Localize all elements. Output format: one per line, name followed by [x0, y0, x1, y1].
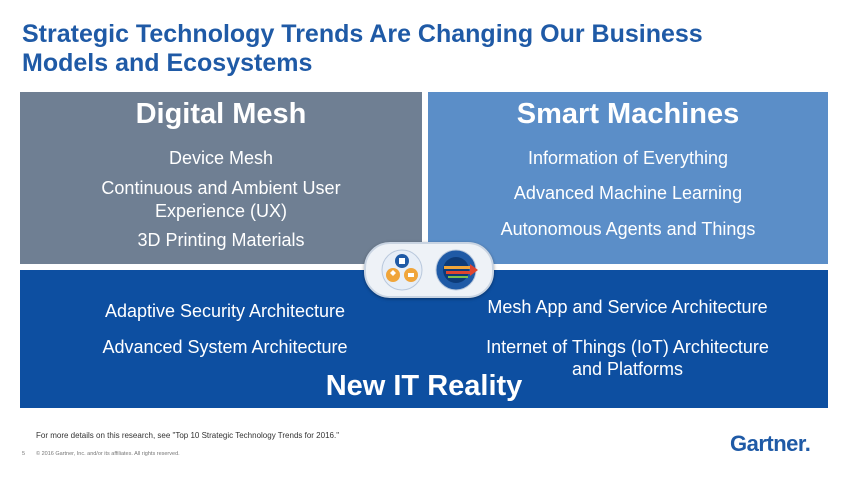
gartner-logo: Gartner. [730, 431, 811, 456]
smart-machines-item-information: Information of Everything [527, 148, 729, 168]
smart-machines-item-autonomous: Autonomous Agents and Things [500, 219, 756, 239]
digital-mesh-heading: Digital Mesh [135, 98, 307, 130]
new-it-item-advanced-system: Advanced System Architecture [102, 337, 348, 357]
new-it-item-iot-line-1: Internet of Things (IoT) Architecture [486, 337, 769, 357]
digital-mesh-panel: Digital Mesh Device Mesh Continuous and … [20, 92, 422, 264]
copyright-notice: © 2016 Gartner, Inc. and/or its affiliat… [36, 451, 180, 457]
digital-mesh-item-ux-line-1: Continuous and Ambient User [101, 178, 341, 198]
new-it-reality-heading: New IT Reality [325, 370, 523, 402]
smart-machines-panel: Smart Machines Information of Everything… [428, 92, 828, 264]
new-it-item-adaptive-security: Adaptive Security Architecture [104, 301, 346, 321]
slide-title: Strategic Technology Trends Are Changing… [22, 20, 822, 78]
digital-mesh-item-ux-line-2: Experience (UX) [154, 201, 288, 221]
new-it-item-mesh-app: Mesh App and Service Architecture [487, 297, 768, 317]
digital-mesh-item-device-mesh: Device Mesh [168, 148, 274, 168]
page-number: 5 [22, 451, 26, 457]
slide-title-line-2: Models and Ecosystems [22, 49, 313, 77]
trend-icons-graphic [381, 249, 478, 291]
research-footnote: For more details on this research, see "… [36, 431, 340, 440]
smart-machines-item-machine-learning: Advanced Machine Learning [513, 183, 743, 203]
new-it-item-iot-line-2: and Platforms [571, 359, 684, 379]
slide-title-line-1: Strategic Technology Trends Are Changing… [22, 20, 703, 48]
smart-machines-heading: Smart Machines [516, 98, 740, 130]
trend-icons-badge [364, 242, 494, 298]
digital-mesh-item-3d-printing: 3D Printing Materials [137, 230, 305, 250]
